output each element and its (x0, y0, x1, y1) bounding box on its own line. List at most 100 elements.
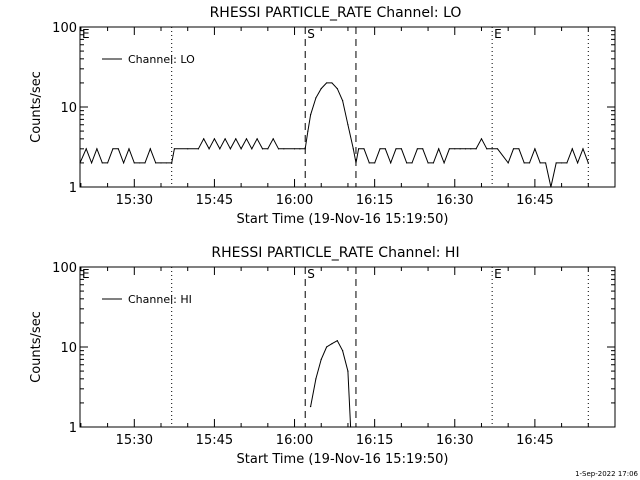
data-point (384, 148, 386, 150)
data-point (555, 162, 557, 164)
y-tick-label: 100 (52, 21, 77, 36)
x-tick-label: 16:45 (516, 433, 553, 448)
legend-label: Channel: LO (128, 53, 195, 66)
data-point (582, 148, 584, 150)
data-point (197, 148, 199, 150)
data-point (491, 148, 493, 150)
data-point (79, 162, 81, 164)
data-point (400, 148, 402, 150)
data-point (149, 148, 151, 150)
y-tick-label: 1 (69, 181, 77, 196)
data-point (320, 87, 322, 90)
data-point (267, 148, 269, 150)
data-point (523, 162, 525, 164)
data-point (165, 162, 167, 164)
x-tick-label: 16:00 (276, 193, 313, 208)
data-point (245, 138, 248, 140)
data-point (350, 426, 352, 428)
data-point (320, 358, 322, 360)
x-tick-label: 16:30 (436, 433, 473, 448)
y-tick-label: 1 (69, 421, 77, 436)
x-tick-label: 15:30 (116, 433, 153, 448)
plot-frame (79, 266, 616, 428)
event-marker-label: E (494, 267, 502, 281)
x-tick-label: 15:45 (196, 193, 233, 208)
event-marker-label: E (82, 27, 90, 41)
data-point (213, 138, 216, 140)
data-point (112, 148, 114, 150)
chart-panel-2: RHESSI PARTICLE_RATE Channel: HI 1 10 100 Co… (29, 245, 616, 467)
data-point (448, 148, 451, 150)
data-point (293, 148, 296, 150)
data-point (325, 82, 328, 84)
data-point (144, 162, 146, 164)
x-axis-label: Start Time (19-Nov-16 15:19:50) (237, 452, 449, 467)
x-tick-label: 16:15 (356, 193, 393, 208)
y-tick-label: 10 (60, 341, 77, 356)
data-point (106, 162, 109, 164)
data-point (256, 138, 258, 140)
data-point (560, 162, 563, 164)
data-point (566, 162, 568, 164)
data-point (315, 378, 317, 380)
data-point (208, 148, 210, 150)
data-point (539, 162, 541, 164)
footer-timestamp: 1-Sep-2022 17:06 (575, 470, 638, 478)
x-tick-label: 16:15 (356, 433, 393, 448)
chart-title: RHESSI PARTICLE_RATE Channel: HI (211, 245, 459, 261)
data-point (229, 148, 232, 150)
data-point (368, 162, 370, 164)
chart-title: RHESSI PARTICLE_RATE Channel: LO (210, 5, 462, 21)
data-point (395, 148, 397, 150)
data-point (534, 148, 536, 150)
data-point (251, 148, 253, 150)
y-axis-label: Counts/sec (29, 311, 44, 383)
data-point (187, 148, 189, 150)
series-line (79, 82, 589, 188)
data-point (331, 82, 333, 84)
data-point (173, 148, 175, 150)
data-point (101, 162, 103, 164)
data-point (307, 130, 309, 132)
data-point (85, 148, 87, 150)
data-point (171, 162, 173, 164)
data-point (283, 148, 285, 150)
data-point (117, 148, 119, 150)
event-marker-label: E (494, 27, 502, 41)
series-line (310, 340, 352, 428)
legend-label: Channel: HI (128, 293, 192, 306)
data-point (507, 162, 509, 164)
x-axis-label: Start Time (19-Nov-16 15:19:50) (237, 212, 449, 227)
data-point (571, 148, 573, 150)
data-point (203, 138, 205, 140)
data-point (219, 148, 221, 150)
data-point (363, 148, 365, 150)
data-point (342, 100, 344, 102)
data-point (464, 148, 467, 150)
data-point (336, 87, 338, 90)
data-point (315, 97, 317, 99)
data-point (347, 124, 349, 126)
event-marker-label: S (307, 27, 315, 41)
data-point (347, 370, 349, 372)
data-point (512, 148, 515, 150)
x-tick-label: 16:30 (436, 193, 473, 208)
data-point (486, 148, 488, 150)
data-point (235, 138, 237, 140)
data-point (427, 162, 429, 164)
event-marker-label: E (82, 267, 90, 281)
data-point (96, 148, 98, 150)
y-axis-label: Counts/sec (29, 71, 44, 143)
data-point (331, 343, 333, 345)
data-point (309, 114, 312, 116)
x-tick-label: 16:00 (276, 433, 313, 448)
data-point (459, 148, 461, 150)
data-point (240, 148, 242, 150)
y-tick-label: 100 (52, 261, 77, 276)
data-point (496, 148, 499, 150)
data-point (299, 148, 301, 150)
data-point (90, 162, 93, 164)
data-point (272, 138, 274, 140)
data-point (352, 148, 354, 150)
data-point (432, 162, 435, 164)
